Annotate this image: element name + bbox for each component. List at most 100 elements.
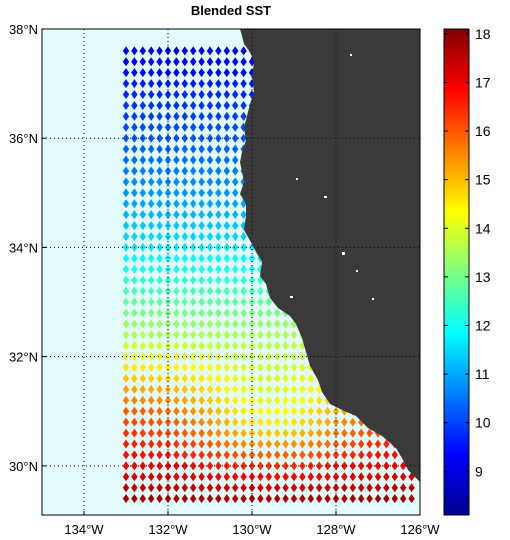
sst-point	[215, 111, 222, 121]
sst-point	[173, 221, 180, 231]
sst-point	[206, 253, 214, 263]
sst-point	[173, 166, 180, 176]
sst-point	[139, 319, 146, 329]
sst-point	[223, 417, 230, 427]
sst-point	[232, 68, 239, 78]
sst-point	[274, 341, 281, 351]
sst-point	[131, 428, 138, 438]
sst-point	[148, 472, 155, 482]
sst-point	[156, 79, 163, 89]
sst-point	[164, 439, 172, 449]
sst-point	[173, 90, 180, 100]
sst-point	[232, 450, 239, 460]
sst-point	[240, 286, 247, 296]
sst-point	[223, 177, 230, 187]
sst-point	[391, 494, 398, 504]
sst-point	[164, 363, 172, 373]
sst-point	[206, 100, 214, 110]
sst-point	[190, 461, 197, 471]
sst-point	[366, 428, 373, 438]
sst-point	[131, 384, 138, 394]
sst-point	[181, 100, 188, 110]
sst-point	[148, 100, 155, 110]
sst-point	[156, 133, 163, 143]
x-tick-label: 130°W	[232, 522, 272, 537]
sst-point	[248, 373, 256, 383]
sst-point	[290, 373, 298, 383]
sst-point	[190, 177, 197, 187]
sst-point	[274, 319, 281, 329]
sst-point	[232, 286, 239, 296]
sst-point	[131, 439, 138, 449]
sst-point	[307, 406, 314, 416]
sst-point	[240, 395, 247, 405]
sst-point	[383, 472, 390, 482]
sst-point	[198, 111, 205, 121]
sst-point	[299, 439, 306, 449]
sst-point	[248, 483, 256, 493]
sst-point	[173, 144, 180, 154]
sst-point	[164, 308, 172, 318]
sst-point	[215, 330, 222, 340]
sst-point	[198, 384, 205, 394]
sst-point	[122, 232, 130, 242]
sst-point	[299, 450, 306, 460]
sst-point	[223, 253, 230, 263]
sst-point	[248, 472, 256, 482]
sst-point	[190, 221, 197, 231]
sst-point	[265, 428, 272, 438]
sst-point	[139, 232, 146, 242]
sst-point	[223, 373, 230, 383]
sst-point	[122, 111, 130, 121]
sst-point	[324, 439, 331, 449]
sst-point	[156, 373, 163, 383]
sst-point	[148, 297, 155, 307]
sst-point	[164, 319, 172, 329]
sst-point	[232, 275, 239, 285]
sst-point	[181, 439, 188, 449]
sst-point	[282, 384, 289, 394]
sst-point	[223, 264, 230, 274]
sst-point	[232, 253, 239, 263]
sst-point	[198, 166, 205, 176]
sst-point	[240, 363, 247, 373]
sst-point	[173, 111, 180, 121]
sst-point	[156, 188, 163, 198]
sst-point	[290, 363, 298, 373]
sst-point	[122, 494, 130, 504]
sst-point	[332, 494, 340, 504]
sst-point	[164, 352, 172, 362]
sst-point	[215, 79, 222, 89]
sst-point	[299, 406, 306, 416]
sst-point	[122, 450, 130, 460]
island	[290, 296, 293, 298]
sst-point	[198, 439, 205, 449]
sst-point	[173, 494, 180, 504]
sst-point	[139, 483, 146, 493]
sst-point	[223, 122, 230, 132]
sst-point	[148, 155, 155, 165]
y-tick-label: 38°N	[9, 22, 38, 37]
sst-point	[156, 155, 163, 165]
sst-point	[139, 122, 146, 132]
sst-point	[232, 297, 239, 307]
sst-point	[198, 144, 205, 154]
sst-point	[181, 232, 188, 242]
sst-point	[232, 46, 239, 56]
sst-point	[122, 406, 130, 416]
sst-point	[139, 264, 146, 274]
sst-point	[190, 111, 197, 121]
sst-point	[349, 439, 356, 449]
sst-point	[122, 428, 130, 438]
sst-point	[215, 232, 222, 242]
sst-point	[122, 308, 130, 318]
sst-point	[198, 406, 205, 416]
sst-point	[232, 341, 239, 351]
sst-point	[274, 373, 281, 383]
sst-point	[274, 308, 281, 318]
sst-point	[122, 439, 130, 449]
sst-point	[257, 286, 264, 296]
sst-point	[131, 286, 138, 296]
sst-point	[173, 286, 180, 296]
sst-point	[206, 319, 214, 329]
